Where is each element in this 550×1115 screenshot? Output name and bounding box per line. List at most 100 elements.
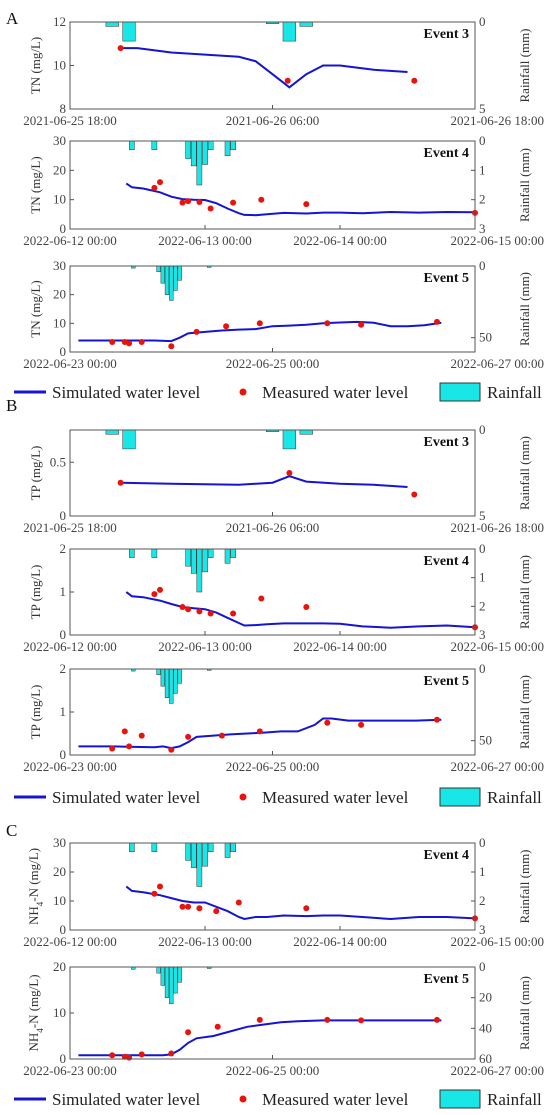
- y-tick-label: 2: [60, 541, 67, 556]
- rainfall-bar: [173, 966, 178, 994]
- measured-point: [126, 340, 133, 347]
- rainfall-bar: [224, 140, 231, 156]
- legend-b: Simulated water level Measured water lev…: [14, 787, 542, 807]
- chart-panel-b-event-3: 0 0.5 0 5 2021-06-25 18:00 2021-06-26 06:00 20…: [23, 422, 544, 535]
- legend-measured-label: Measured water level: [262, 383, 409, 402]
- event-label: Event 3: [424, 435, 470, 450]
- measured-point: [168, 746, 175, 753]
- y2-tick-label: 0: [479, 258, 486, 273]
- section-label-b: B: [6, 396, 17, 415]
- measured-point: [324, 320, 331, 327]
- legend-c: Simulated water level Measured water lev…: [14, 1089, 542, 1109]
- y-tick-label: 0.5: [50, 454, 66, 469]
- y-tick-label: 10: [53, 893, 66, 908]
- measured-point: [324, 719, 331, 726]
- rainfall-bar: [129, 548, 135, 558]
- y2-tick-label: 20: [479, 990, 492, 1005]
- y-tick-label: 20: [53, 959, 66, 974]
- y-tick-label: 30: [53, 133, 66, 148]
- rainfall-bar: [173, 265, 178, 291]
- event-label: Event 5: [424, 674, 470, 689]
- rainfall-bar: [177, 966, 182, 983]
- rainfall-bar: [105, 429, 119, 435]
- x-tick-label: 2022-06-27 00:00: [450, 1063, 544, 1078]
- y-tick-label: 10: [53, 1005, 66, 1020]
- measured-point: [213, 908, 220, 915]
- y-axis-label: TP (mg/L): [28, 565, 43, 620]
- rainfall-bar: [122, 429, 136, 450]
- measured-point: [185, 198, 192, 205]
- y2-axis-label: Rainfall (mm): [517, 555, 532, 629]
- rainfall-bar: [156, 966, 161, 974]
- rainfall-bar: [122, 21, 136, 42]
- y-axis-label: NH4-N (mg/L): [26, 974, 45, 1051]
- plot-frame: [69, 140, 476, 230]
- x-tick-label: 2022-06-27 00:00: [450, 356, 544, 371]
- x-tick-label: 2021-06-26 06:00: [226, 520, 320, 535]
- measured-point: [411, 77, 418, 84]
- y-tick-label: 10: [53, 315, 66, 330]
- y2-axis-label: Rainfall (mm): [517, 148, 532, 222]
- rainfall-bar: [207, 140, 214, 151]
- x-tick-label: 2022-06-13 00:00: [158, 233, 252, 248]
- simulated-series-line: [120, 475, 408, 488]
- section-label-c: C: [6, 821, 17, 840]
- legend-dot-swatch: [239, 1095, 247, 1103]
- rainfall-bar: [190, 842, 197, 868]
- y-tick-label: 2: [60, 661, 67, 676]
- measured-point: [151, 184, 158, 191]
- x-tick-label: 2021-06-26 06:00: [226, 113, 320, 128]
- measured-point: [185, 903, 192, 910]
- rainfall-bar: [230, 140, 236, 151]
- legend-measured-label: Measured water level: [262, 788, 409, 807]
- plot-frame: [69, 842, 476, 931]
- rainfall-bar: [169, 265, 174, 301]
- y2-tick-label: 3: [479, 922, 486, 937]
- rainfall-bar: [282, 429, 296, 450]
- plot-frame: [69, 265, 476, 353]
- measured-point: [258, 196, 265, 203]
- chart-panel-a-event-4: 0 10 20 30 0 1 2 3 2022-06-12 00:00 2022-06-13 00…: [23, 133, 544, 248]
- measured-point: [256, 728, 263, 735]
- y2-tick-label: 0: [479, 661, 486, 676]
- rainfall-bar: [224, 548, 231, 564]
- x-tick-label: 2022-06-27 00:00: [450, 759, 544, 774]
- measured-point: [157, 586, 163, 593]
- y2-axis-label: Rainfall (mm): [517, 272, 532, 346]
- rainfall-bar: [169, 668, 174, 704]
- chart-panel-a-event-3: 8 10 12 0 5 2021-06-25 18:00 2021-06-26 06:00 2…: [23, 14, 544, 128]
- rainfall-bar: [105, 21, 119, 27]
- x-tick-label: 2022-06-13 00:00: [158, 934, 252, 949]
- legend-dot-swatch: [239, 793, 247, 801]
- rainfall-bar: [129, 140, 135, 151]
- y2-axis-label: Rainfall (mm): [517, 675, 532, 749]
- y2-tick-label: 40: [479, 1020, 492, 1035]
- x-tick-label: 2022-06-14 00:00: [293, 639, 387, 654]
- measured-point: [235, 899, 242, 906]
- legend-rainfall-label: Rainfall: [487, 1090, 542, 1109]
- x-tick-label: 2021-06-25 18:00: [23, 520, 117, 535]
- rainfall-bar: [151, 842, 158, 852]
- x-tick-label: 2022-06-15 00:00: [450, 233, 544, 248]
- x-tick-label: 2021-06-25 18:00: [23, 113, 117, 128]
- event-label: Event 4: [424, 848, 470, 863]
- y-tick-label: 0: [60, 1051, 67, 1066]
- y-tick-label: 0: [60, 922, 67, 937]
- y-tick-label: 20: [53, 162, 66, 177]
- legend-rainfall-swatch: [439, 787, 481, 807]
- event-label: Event 3: [424, 27, 470, 42]
- measured-point: [151, 591, 158, 598]
- y2-tick-label: 0: [479, 541, 486, 556]
- simulated-series-line: [125, 591, 476, 629]
- measured-point: [126, 1054, 133, 1061]
- rainfall-bar: [299, 21, 313, 27]
- y-tick-label: 20: [53, 864, 66, 879]
- rainfall-bar: [160, 966, 165, 986]
- measured-point: [168, 343, 175, 350]
- x-tick-label: 2022-06-25 00:00: [226, 1063, 320, 1078]
- measured-point: [117, 479, 124, 486]
- y2-tick-label: 50: [479, 733, 492, 748]
- y-tick-label: 30: [53, 835, 66, 850]
- measured-point: [223, 323, 230, 330]
- y-tick-label: 1: [60, 584, 67, 599]
